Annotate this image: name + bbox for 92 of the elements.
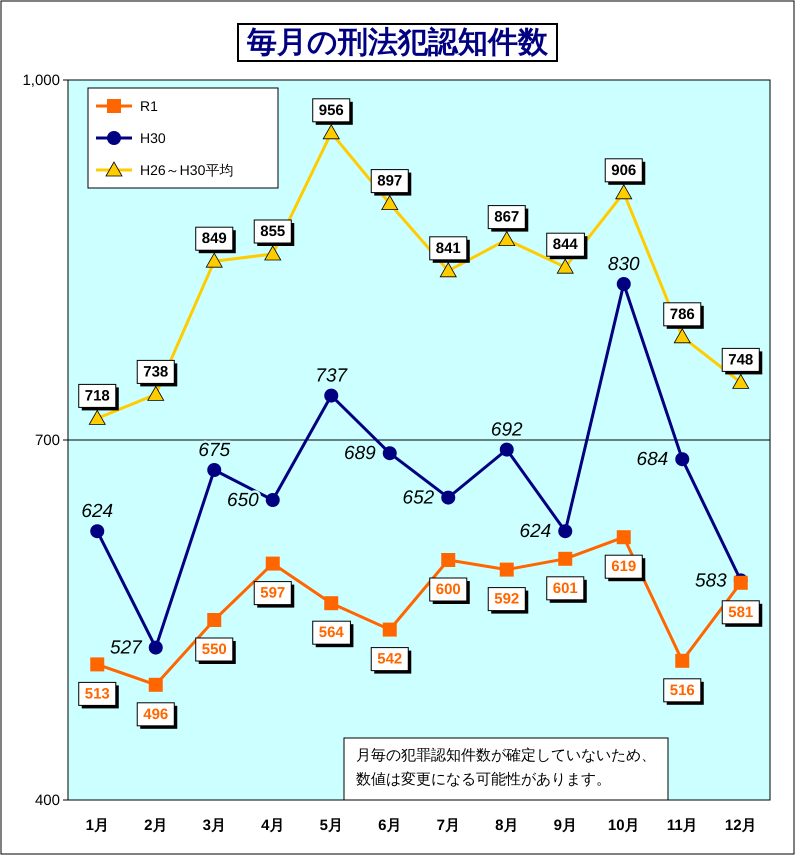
y-tick-label: 400 [34,792,60,809]
point [324,388,338,403]
point [324,596,338,610]
point [734,576,748,590]
data-label: 675 [198,440,231,461]
point [382,622,397,637]
data-label: 684 [636,449,668,470]
data-label: 513 [84,685,110,702]
point [500,442,514,457]
x-tick-label: 9月 [554,817,577,834]
data-label: 496 [143,706,168,723]
data-label: 550 [202,641,227,658]
x-tick-label: 3月 [202,817,226,834]
point [558,524,572,538]
x-tick-label: 5月 [320,817,343,834]
data-label: 516 [670,682,695,699]
data-label: 867 [494,208,520,226]
point [90,657,104,672]
x-tick-label: 1月 [86,817,109,834]
x-tick-label: 10月 [608,817,640,834]
data-label: 564 [318,624,344,642]
data-label: 855 [260,223,286,240]
x-tick-label: 4月 [261,817,284,834]
data-label: 748 [728,351,754,368]
point [147,386,164,401]
x-tick-label: 8月 [495,817,518,834]
data-label: 619 [611,558,636,576]
point [382,446,397,460]
data-label: 542 [377,650,402,668]
x-tick-label: 6月 [378,817,402,834]
data-label: 650 [227,490,260,511]
point [675,452,690,466]
data-label: 849 [202,230,227,248]
point [558,552,572,566]
data-label: 956 [318,102,344,119]
x-tick-label: 11月 [666,817,698,834]
point [322,124,340,140]
point [264,246,282,260]
point [616,530,631,544]
data-label: 624 [81,501,114,522]
point [206,252,223,268]
point [498,231,516,246]
data-label: 830 [608,254,640,275]
data-label: 897 [377,172,402,190]
point [441,553,456,567]
point [732,374,750,389]
data-label: 527 [110,638,144,659]
data-label: 906 [611,162,636,179]
point [675,654,690,668]
annotation: 月毎の犯罪認知件数が確定していないため、 [356,747,656,764]
legend-label: H30 [140,130,166,146]
data-label: 583 [695,570,728,592]
point [615,184,632,200]
point [266,493,280,507]
data-label: 600 [436,581,461,598]
x-tick-label: 7月 [436,817,460,834]
data-label: 786 [670,306,695,323]
point [148,678,163,692]
data-label: 597 [260,584,286,602]
point [90,524,104,538]
x-tick-label: 2月 [144,817,168,834]
annotation: 数値は変更になる可能性があります。 [356,771,611,788]
x-tick-label: 12月 [724,817,757,834]
point [207,463,222,477]
point [88,410,106,425]
point [440,262,457,278]
data-label: 718 [84,387,110,404]
point [381,195,398,210]
point [207,613,222,627]
data-label: 601 [552,580,578,597]
legend-label: H26～H30平均 [140,162,234,178]
data-label: 689 [344,443,376,464]
data-label: 737 [315,366,349,387]
point [266,556,280,571]
data-label: 692 [490,420,524,441]
point [148,640,163,655]
data-label: 581 [728,604,754,621]
point [500,562,514,577]
data-label: 844 [552,236,578,254]
data-label: 738 [143,363,168,380]
y-tick-label: 700 [34,432,60,449]
point [674,328,691,344]
legend-label: R1 [140,98,158,114]
data-label: 592 [494,590,520,608]
point [441,490,456,505]
data-label: 624 [520,521,552,542]
chart-title: 毎月の刑法犯認知件数 [246,26,549,59]
point [616,277,631,291]
data-label: 652 [402,488,435,509]
y-tick-label: 1,000 [22,72,60,89]
data-label: 841 [436,240,461,257]
point [556,258,574,274]
